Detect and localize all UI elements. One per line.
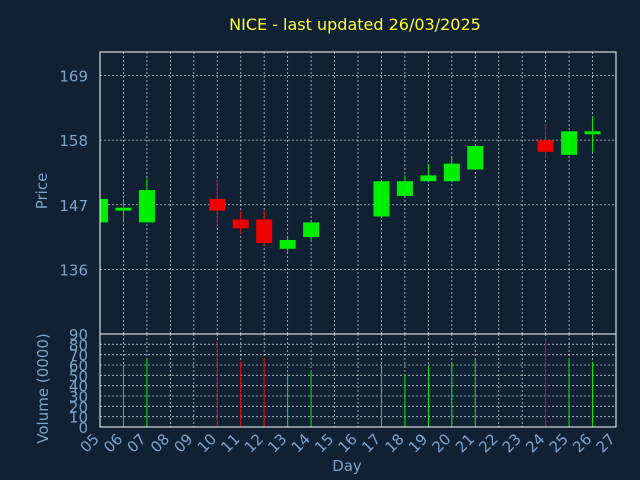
volume-axis-label: Volume (0000) xyxy=(34,333,52,443)
x-tick: 12 xyxy=(241,430,267,456)
candle-body xyxy=(373,181,390,217)
volume-y-tick: 40 xyxy=(69,378,88,396)
x-tick: 26 xyxy=(569,430,595,456)
candle xyxy=(232,210,249,235)
candle-body xyxy=(279,240,296,249)
candle xyxy=(537,122,554,158)
x-tick: 16 xyxy=(335,430,361,456)
x-tick: 13 xyxy=(264,430,290,456)
volume-plot-frame xyxy=(99,333,617,428)
x-tick: 20 xyxy=(428,430,454,456)
x-tick: 19 xyxy=(405,430,431,456)
x-tick: 18 xyxy=(382,430,408,456)
volume-y-tick: 80 xyxy=(69,336,88,354)
candle xyxy=(420,163,437,182)
x-tick: 17 xyxy=(358,430,384,456)
x-tick: 27 xyxy=(593,430,619,456)
x-axis-label: Day xyxy=(332,457,362,475)
candle-body xyxy=(100,198,108,223)
price-y-tick: 147 xyxy=(59,197,88,215)
candle xyxy=(115,198,132,223)
x-tick: 15 xyxy=(311,430,337,456)
volume-y-tick: 60 xyxy=(69,357,88,375)
candle xyxy=(443,157,460,182)
x-tick: 08 xyxy=(147,430,173,456)
candle-body xyxy=(115,207,132,211)
candle xyxy=(279,237,296,252)
price-grid xyxy=(99,52,617,334)
candle xyxy=(467,146,484,170)
volume-y-tick: 20 xyxy=(69,398,88,416)
candle xyxy=(303,222,320,240)
candle-body xyxy=(584,131,601,135)
candle xyxy=(396,175,413,196)
chart-title: NICE - last updated 26/03/2025 xyxy=(229,15,481,34)
candle-body xyxy=(303,222,320,238)
x-tick: 21 xyxy=(452,430,478,456)
volume-y-tick: 30 xyxy=(69,388,88,406)
volume-y-tick: 90 xyxy=(69,326,88,344)
x-tick: 24 xyxy=(522,430,548,456)
candle-body xyxy=(209,198,226,211)
candle-body xyxy=(138,190,155,223)
volume-y-tick: 10 xyxy=(69,409,88,427)
x-tick: 25 xyxy=(546,430,572,456)
price-y-tick: 136 xyxy=(59,261,88,279)
price-y-tick-labels: 136 147 158 169 xyxy=(59,68,88,280)
price-y-tick: 158 xyxy=(59,132,88,150)
x-tick: 10 xyxy=(194,430,220,456)
price-axis-label: Price xyxy=(33,173,51,210)
candle-body xyxy=(420,175,437,182)
candle-body xyxy=(467,146,484,170)
x-tick: 11 xyxy=(217,430,243,456)
price-y-tick: 169 xyxy=(59,68,88,86)
x-tick: 06 xyxy=(100,430,126,456)
x-tick: 07 xyxy=(124,430,150,456)
candle-body xyxy=(561,131,578,155)
x-tick: 14 xyxy=(288,430,314,456)
x-tick: 09 xyxy=(170,430,196,456)
candle-body xyxy=(537,140,554,152)
x-tick: 23 xyxy=(499,430,525,456)
candle xyxy=(256,210,273,246)
volume-y-tick: 50 xyxy=(69,367,88,385)
x-tick: 22 xyxy=(475,430,501,456)
candle xyxy=(209,178,226,226)
candle-body xyxy=(232,219,249,229)
candle-body xyxy=(443,163,460,182)
x-tick-labels: 0506070809101112131415161718192021222324… xyxy=(77,430,619,456)
candle xyxy=(138,178,155,223)
price-panel: 136 147 158 169 Price xyxy=(33,51,617,335)
candle-body xyxy=(256,219,273,243)
volume-grid xyxy=(99,333,617,428)
candle xyxy=(584,116,601,152)
candle xyxy=(373,181,390,217)
volume-y-tick: 70 xyxy=(69,347,88,365)
volume-y-tick: 0 xyxy=(78,419,88,437)
candle-body xyxy=(396,181,413,196)
volume-bars xyxy=(122,338,594,427)
candle xyxy=(99,195,108,223)
candle xyxy=(561,131,578,155)
price-candles xyxy=(99,116,601,252)
